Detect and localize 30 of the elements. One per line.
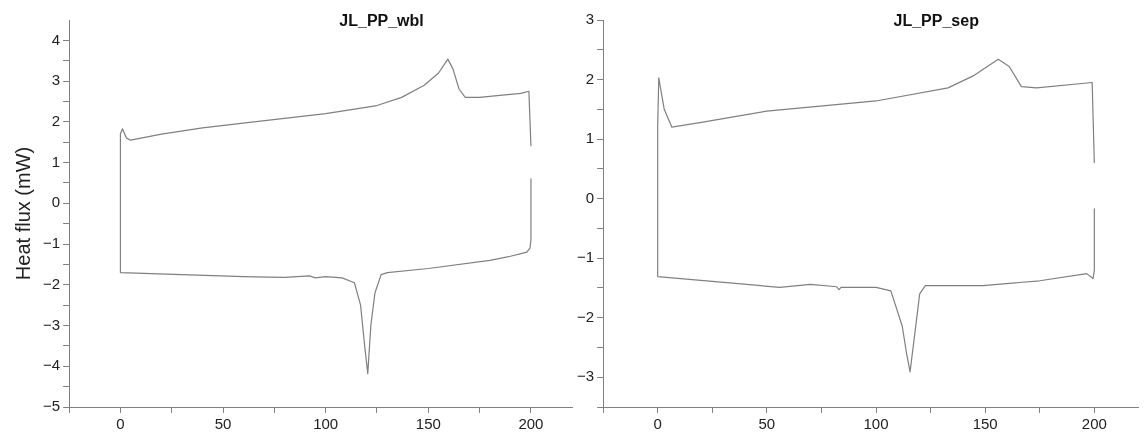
x-tick-label: 50: [214, 415, 232, 433]
y-tick-label: 0: [51, 193, 61, 211]
y-tick-label: −3: [576, 367, 595, 385]
y-tick-label: −5: [42, 397, 61, 415]
y-tick-label: −2: [576, 307, 595, 325]
x-tick-label: 150: [972, 415, 998, 433]
y-tick-label: 2: [585, 69, 595, 87]
x-tick-label: 200: [518, 415, 544, 433]
y-tick-label: 0: [585, 188, 595, 206]
y-tick-label: 3: [51, 71, 61, 89]
y-tick-label: −1: [576, 248, 595, 266]
y-tick-label: 3: [585, 10, 595, 28]
y-tick-label: 1: [51, 152, 61, 170]
y-axis-title: Heat flux (mW): [11, 146, 34, 281]
x-tick-label: 150: [415, 415, 441, 433]
x-tick-label: 200: [1081, 415, 1107, 433]
y-tick-label: 1: [585, 129, 595, 147]
chart-title: JL_PP_sep: [893, 12, 979, 30]
chart-title: JL_PP_wbl: [339, 12, 424, 30]
x-tick-label: 0: [653, 415, 662, 433]
y-tick-label: −2: [42, 274, 61, 292]
x-tick-label: 0: [116, 415, 125, 433]
y-tick-label: −3: [42, 315, 61, 333]
y-tick-label: 2: [51, 111, 61, 129]
x-tick-label: 100: [313, 415, 339, 433]
y-tick-label: −1: [42, 234, 61, 252]
x-tick-label: 50: [758, 415, 776, 433]
y-tick-label: 4: [51, 30, 61, 48]
x-tick-label: 100: [863, 415, 889, 433]
y-tick-label: −4: [42, 356, 61, 374]
